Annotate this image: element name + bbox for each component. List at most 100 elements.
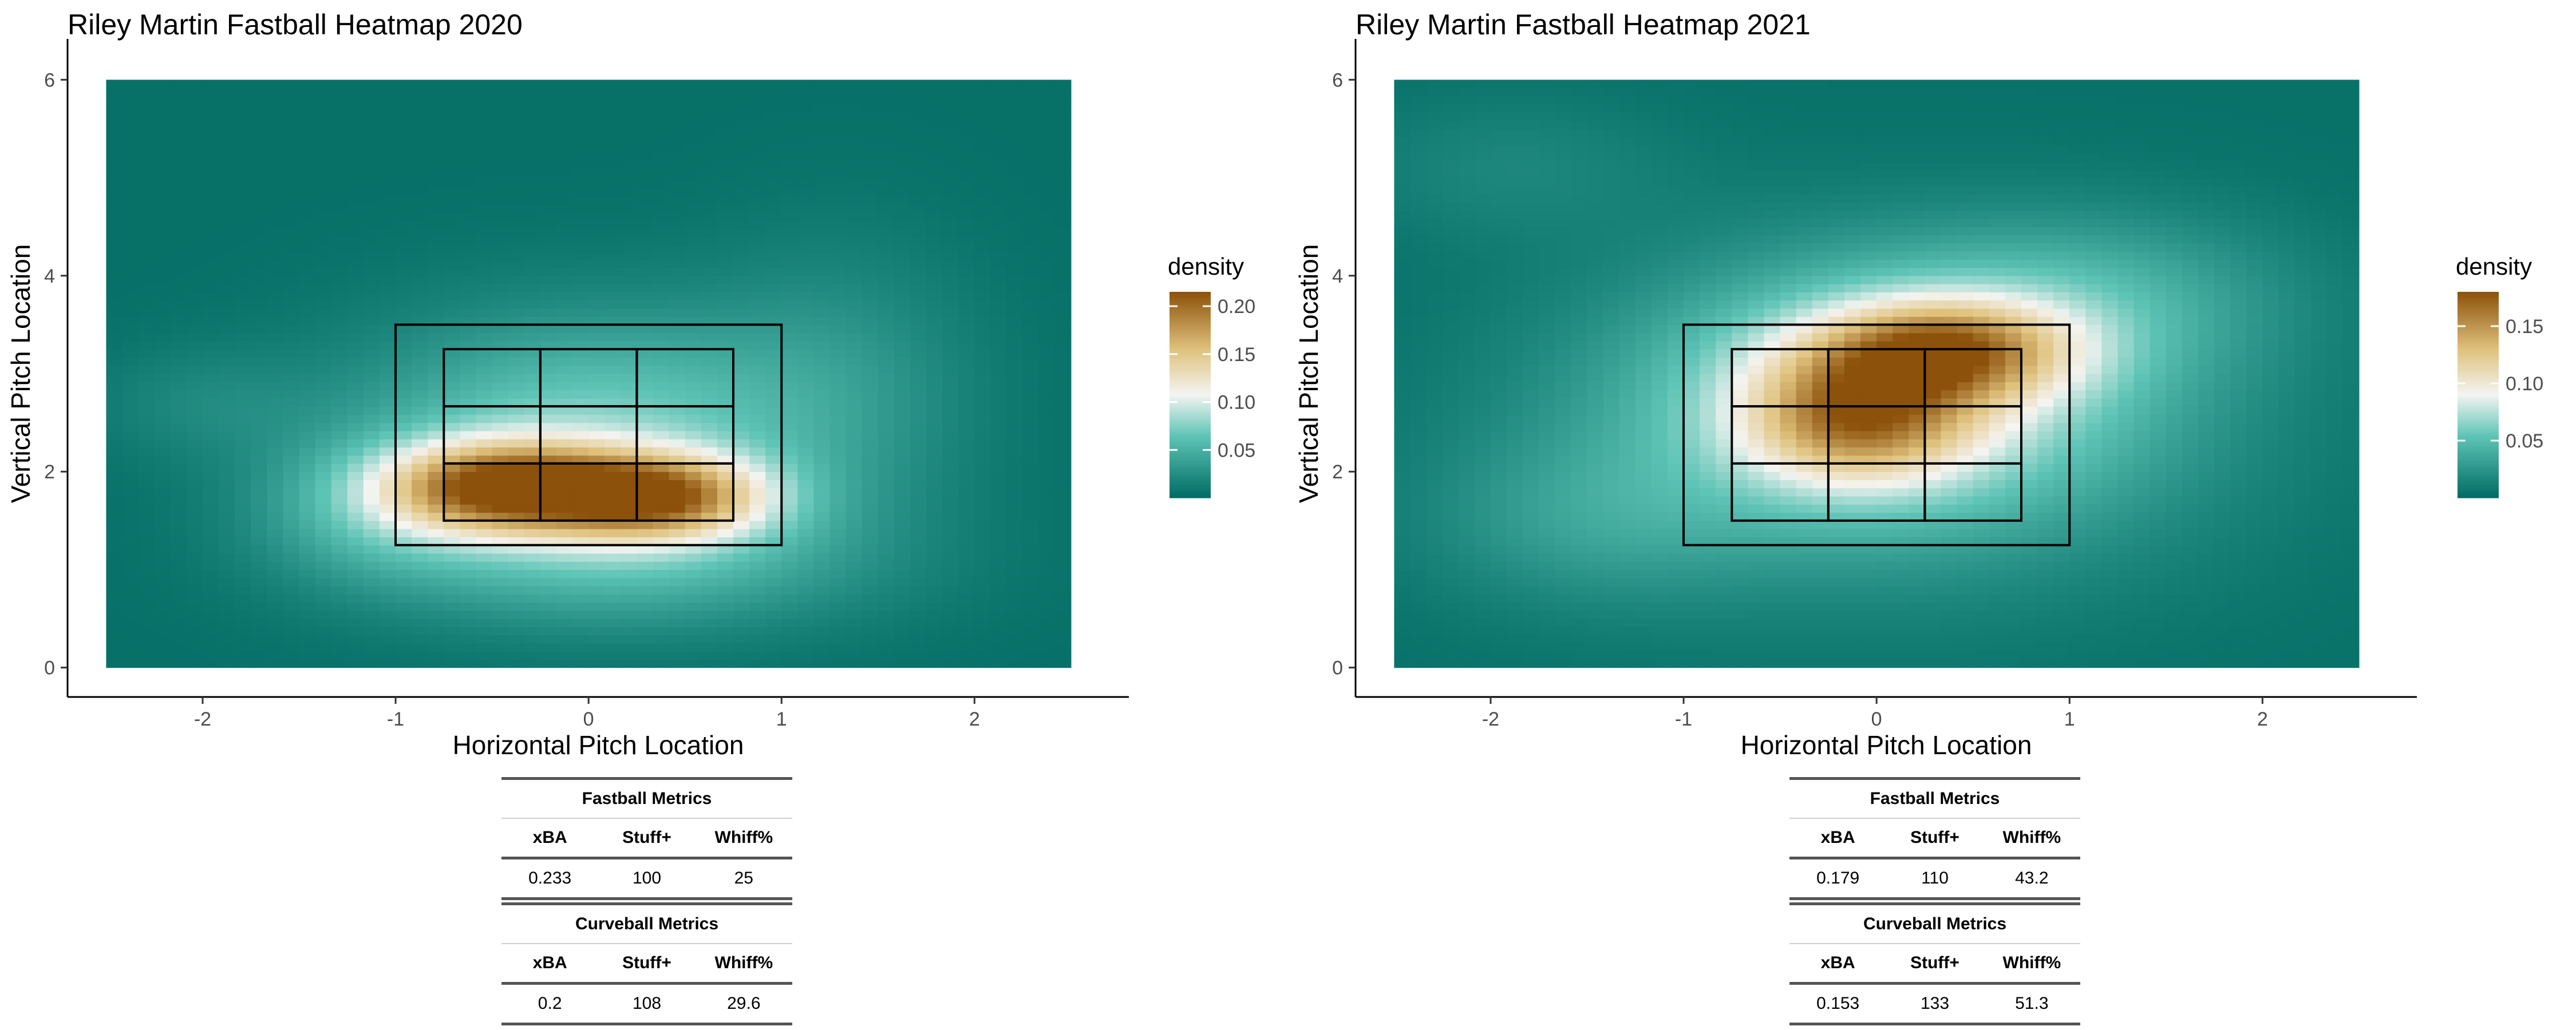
heat-cell xyxy=(364,259,380,268)
heat-cell xyxy=(508,635,525,644)
heat-cell xyxy=(685,112,702,121)
legend-color-segment xyxy=(1170,312,1211,315)
heat-cell xyxy=(1039,349,1056,358)
heat-cell xyxy=(621,308,637,317)
heat-cell xyxy=(476,504,493,513)
heat-cell xyxy=(235,169,251,178)
heat-cell xyxy=(1023,121,1040,129)
heat-cell xyxy=(139,194,155,203)
heat-cell xyxy=(412,398,428,407)
heat-cell xyxy=(347,161,364,170)
heat-cell xyxy=(1023,414,1040,423)
legend-color-segment xyxy=(1170,390,1211,393)
legend-color-segment xyxy=(1170,452,1211,455)
heat-cell xyxy=(347,414,364,423)
heat-cell xyxy=(267,651,283,660)
heat-cell xyxy=(396,406,412,415)
heat-cell xyxy=(1055,513,1072,521)
heat-cell xyxy=(797,161,814,170)
heat-cell xyxy=(412,513,428,521)
heat-cell xyxy=(1007,569,1024,578)
heat-cell xyxy=(1055,569,1072,578)
heat-cell xyxy=(1023,96,1040,105)
heat-cell xyxy=(524,308,541,317)
heat-cell xyxy=(637,414,653,423)
heat-cell xyxy=(990,635,1007,644)
heat-cell xyxy=(155,635,171,644)
heat-cell xyxy=(894,169,911,178)
heat-cell xyxy=(444,276,460,284)
heat-cell xyxy=(428,659,444,668)
heat-cell xyxy=(1459,464,1475,472)
heat-cell xyxy=(476,243,493,252)
heat-cell xyxy=(813,521,830,529)
heat-cell xyxy=(621,561,637,570)
heat-cell xyxy=(846,496,863,505)
heat-cell xyxy=(123,504,139,513)
heat-cell xyxy=(106,300,123,309)
heat-cell xyxy=(749,390,766,399)
heat-cell xyxy=(444,586,460,595)
heat-cell xyxy=(412,194,428,203)
heat-cell xyxy=(733,569,750,578)
heat-cell xyxy=(1459,488,1475,497)
heat-cell xyxy=(347,178,364,187)
heat-cell xyxy=(830,186,847,195)
heat-cell xyxy=(1459,651,1475,660)
heat-cell xyxy=(1411,308,1427,317)
heat-cell xyxy=(315,153,332,162)
y-tick-label: 6 xyxy=(44,69,55,91)
heat-cell xyxy=(524,464,541,472)
heat-cell xyxy=(1491,423,1507,431)
legend-color-segment xyxy=(1170,436,1211,439)
heat-cell xyxy=(717,414,734,423)
heat-cell xyxy=(701,324,718,333)
heat-cell xyxy=(1459,194,1475,203)
heat-cell xyxy=(476,178,493,187)
heat-cell xyxy=(749,137,766,145)
heat-cell xyxy=(412,414,428,423)
heat-cell xyxy=(910,308,927,317)
heat-cell xyxy=(588,349,605,358)
heat-cell xyxy=(476,324,493,333)
heat-cell xyxy=(492,259,509,268)
heat-cell xyxy=(1039,284,1056,292)
heat-cell xyxy=(1055,357,1072,366)
heat-cell xyxy=(171,186,187,195)
heat-cell xyxy=(572,578,589,587)
heat-cell xyxy=(637,569,653,578)
heat-cell xyxy=(1459,382,1475,390)
heat-cell xyxy=(749,227,766,235)
heat-cell xyxy=(283,251,299,260)
heat-cell xyxy=(669,390,686,399)
heat-cell xyxy=(910,659,927,668)
heat-cell xyxy=(524,251,541,260)
heat-cell xyxy=(1007,423,1024,431)
heat-cell xyxy=(171,488,187,497)
heat-cell xyxy=(1459,211,1475,219)
heat-cell xyxy=(669,611,686,619)
heat-cell xyxy=(1475,390,1491,399)
heat-cell xyxy=(942,431,959,439)
heat-cell xyxy=(106,504,123,513)
heat-cell xyxy=(540,243,557,252)
heat-cell xyxy=(203,521,219,529)
heat-cell xyxy=(894,398,911,407)
heat-cell xyxy=(830,406,847,415)
heat-cell xyxy=(267,635,283,644)
heat-cell xyxy=(926,366,943,374)
heat-cell xyxy=(653,186,670,195)
heat-cell xyxy=(878,145,895,154)
heat-cell xyxy=(1039,569,1056,578)
heat-cell xyxy=(781,472,798,480)
heat-cell xyxy=(974,145,991,154)
heat-cell xyxy=(267,316,283,325)
heat-cell xyxy=(637,194,653,203)
heat-cell xyxy=(605,561,621,570)
heat-cell xyxy=(958,169,975,178)
heat-cell xyxy=(123,586,139,595)
heat-cell xyxy=(1475,145,1491,154)
heat-cell xyxy=(1443,333,1459,342)
heat-cell xyxy=(701,635,718,644)
heat-cell xyxy=(1459,349,1475,358)
